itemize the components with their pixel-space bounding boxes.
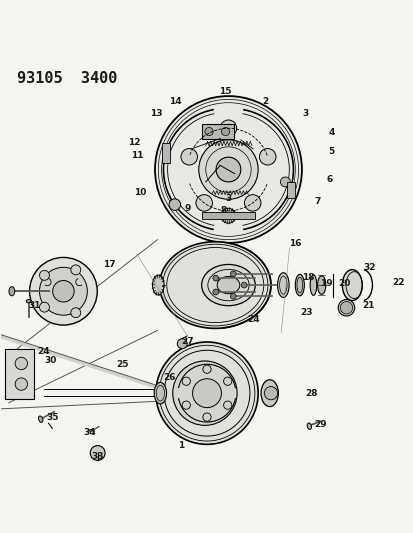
Ellipse shape xyxy=(277,273,288,297)
Circle shape xyxy=(180,149,197,165)
Bar xyxy=(201,213,255,219)
Circle shape xyxy=(221,208,235,223)
Circle shape xyxy=(223,377,231,385)
Text: 19: 19 xyxy=(320,279,332,288)
Text: 27: 27 xyxy=(180,337,193,346)
Circle shape xyxy=(212,289,218,295)
Text: 3: 3 xyxy=(301,109,307,118)
Circle shape xyxy=(15,378,27,390)
Ellipse shape xyxy=(294,274,304,296)
Text: 7: 7 xyxy=(313,197,320,206)
Bar xyxy=(162,143,169,163)
Text: 22: 22 xyxy=(392,278,404,287)
Ellipse shape xyxy=(159,242,270,328)
Text: 29: 29 xyxy=(313,419,326,429)
Circle shape xyxy=(244,195,260,211)
Ellipse shape xyxy=(309,274,316,295)
Circle shape xyxy=(198,140,258,199)
Circle shape xyxy=(230,271,236,277)
Circle shape xyxy=(280,177,290,187)
Bar xyxy=(5,349,33,399)
Circle shape xyxy=(204,127,213,136)
Text: 25: 25 xyxy=(116,360,128,369)
Circle shape xyxy=(220,120,236,136)
Text: 12: 12 xyxy=(128,138,141,147)
Circle shape xyxy=(339,302,352,314)
Circle shape xyxy=(71,265,81,275)
Text: 4: 4 xyxy=(328,128,334,137)
Text: 93105  3400: 93105 3400 xyxy=(17,70,117,85)
Circle shape xyxy=(223,401,231,409)
Text: 26: 26 xyxy=(163,373,176,382)
Circle shape xyxy=(154,96,301,243)
Text: 15: 15 xyxy=(219,87,231,95)
Circle shape xyxy=(29,257,97,325)
Text: 1: 1 xyxy=(178,441,184,450)
Text: 2: 2 xyxy=(262,97,268,106)
Circle shape xyxy=(192,379,221,408)
Ellipse shape xyxy=(337,300,354,316)
Text: 24: 24 xyxy=(37,346,49,356)
Text: 8: 8 xyxy=(220,206,226,215)
Circle shape xyxy=(202,413,211,421)
Circle shape xyxy=(216,157,240,182)
Text: 16: 16 xyxy=(289,239,301,248)
Text: 30: 30 xyxy=(44,356,56,365)
Ellipse shape xyxy=(342,270,361,301)
Text: 34: 34 xyxy=(83,429,96,437)
Text: 31: 31 xyxy=(28,301,41,310)
Circle shape xyxy=(264,386,277,400)
Text: 6: 6 xyxy=(326,175,332,184)
Circle shape xyxy=(90,446,105,461)
Text: 18: 18 xyxy=(301,273,313,282)
Bar xyxy=(202,124,233,139)
Circle shape xyxy=(52,280,74,302)
Text: 3: 3 xyxy=(225,194,231,203)
Circle shape xyxy=(212,275,218,281)
Circle shape xyxy=(182,377,190,385)
Circle shape xyxy=(230,293,236,299)
Circle shape xyxy=(221,127,229,136)
Text: 10: 10 xyxy=(133,188,145,197)
Text: 28: 28 xyxy=(304,389,317,398)
Text: 14: 14 xyxy=(169,97,181,106)
Ellipse shape xyxy=(306,423,311,430)
Text: 9: 9 xyxy=(185,204,191,213)
Ellipse shape xyxy=(26,300,31,303)
Bar xyxy=(287,182,294,198)
Circle shape xyxy=(241,282,247,288)
Text: 21: 21 xyxy=(361,301,374,310)
Text: 35: 35 xyxy=(46,414,59,423)
Ellipse shape xyxy=(38,416,43,422)
Text: 17: 17 xyxy=(102,260,115,269)
Text: 5: 5 xyxy=(328,147,334,156)
Text: 23: 23 xyxy=(300,308,312,317)
Text: 33: 33 xyxy=(91,452,104,461)
Text: 13: 13 xyxy=(150,109,162,118)
Ellipse shape xyxy=(261,379,278,407)
Ellipse shape xyxy=(201,264,255,306)
Circle shape xyxy=(39,270,49,280)
Ellipse shape xyxy=(9,287,15,296)
Circle shape xyxy=(15,357,27,370)
Circle shape xyxy=(202,365,211,373)
Text: 24: 24 xyxy=(247,315,259,324)
Circle shape xyxy=(39,268,87,315)
Text: 32: 32 xyxy=(363,263,375,272)
Ellipse shape xyxy=(317,276,325,294)
Text: 11: 11 xyxy=(130,151,143,159)
Ellipse shape xyxy=(154,383,166,404)
Circle shape xyxy=(39,302,49,312)
Circle shape xyxy=(71,308,81,318)
Circle shape xyxy=(155,342,258,445)
Circle shape xyxy=(195,195,212,211)
Circle shape xyxy=(172,361,237,425)
Text: 20: 20 xyxy=(337,279,350,288)
Circle shape xyxy=(182,401,190,409)
Ellipse shape xyxy=(152,275,164,295)
Ellipse shape xyxy=(216,277,239,294)
Circle shape xyxy=(177,338,187,349)
Circle shape xyxy=(259,149,275,165)
Circle shape xyxy=(169,199,180,211)
